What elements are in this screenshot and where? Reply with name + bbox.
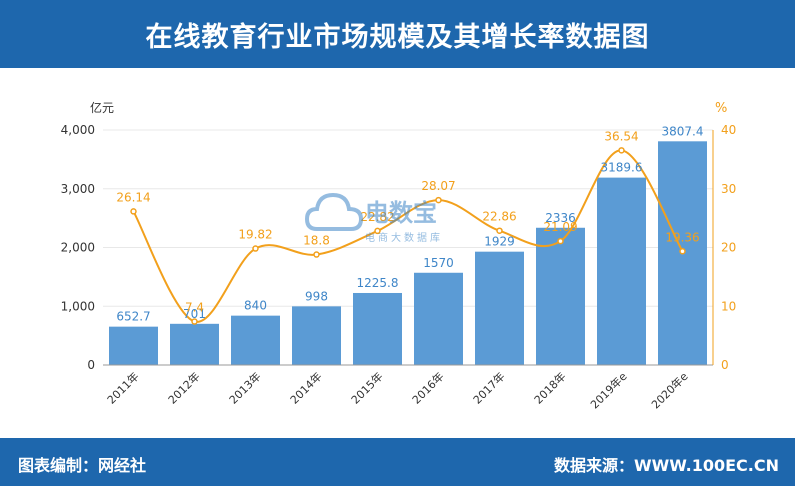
- footer-author: 图表编制：网经社: [18, 456, 147, 475]
- page-title: 在线教育行业市场规模及其增长率数据图: [145, 21, 650, 53]
- bar: [597, 177, 646, 365]
- growth-rate-line: [132, 149, 684, 323]
- line-value-label: 22.86: [482, 210, 516, 224]
- x-tick-label: 2018年: [531, 369, 568, 406]
- bar: [536, 227, 585, 365]
- y-right-tick-label: 10: [721, 299, 736, 313]
- watermark-brand: 电数宝: [365, 199, 437, 227]
- watermark-subtitle: 电商大数据库: [365, 233, 443, 244]
- bar-value-label: 3807.4: [662, 124, 704, 138]
- y-left-tick-label: 4,000: [61, 123, 95, 137]
- bar: [292, 306, 341, 365]
- x-tick-label: 2013年: [226, 369, 263, 406]
- y-left-tick-label: 0: [87, 358, 95, 372]
- line-point: [618, 147, 625, 154]
- line-point: [191, 318, 198, 325]
- line-value-label: 28.07: [421, 179, 455, 193]
- line-value-label: 26.14: [116, 190, 150, 204]
- footer-source: 数据来源：WWW.100EC.CN: [553, 456, 779, 475]
- bar: [414, 272, 463, 365]
- y-left-axis-label: 亿元: [90, 100, 114, 115]
- y-right-tick-label: 40: [721, 123, 736, 137]
- y-left-tick-label: 1,000: [61, 299, 95, 313]
- line-point: [130, 208, 137, 215]
- x-tick-label: 2015年: [348, 369, 385, 406]
- line-point: [496, 227, 503, 234]
- y-right-axis-label: %: [715, 101, 727, 116]
- line-value-label: 21.09: [543, 220, 577, 234]
- bar-value-label: 1570: [423, 256, 454, 270]
- line-value-label: 19.36: [665, 230, 699, 244]
- line-value-label: 36.54: [604, 129, 638, 143]
- header: 在线教育行业市场规模及其增长率数据图: [0, 0, 795, 68]
- footer: 图表编制：网经社 数据来源：WWW.100EC.CN: [0, 438, 795, 486]
- bar-value-label: 2336: [545, 211, 576, 225]
- x-tick-label: 2020年e: [648, 369, 690, 411]
- x-tick-label: 2019年e: [587, 369, 629, 411]
- x-tick-label: 2012年: [165, 369, 202, 406]
- bar: [353, 292, 402, 365]
- bar-value-label: 1225.8: [357, 276, 399, 290]
- line-value-label: 22.82: [360, 210, 394, 224]
- bar-value-label: 840: [244, 299, 267, 313]
- y-left-tick-label: 2,000: [61, 241, 95, 255]
- bar: [231, 315, 280, 365]
- chart-svg: 0 1,000 2,000 3,000 4,000 0 10 20 30 40 亿元 % 2011年 20…: [61, 100, 737, 411]
- x-tick-label: 2016年: [409, 369, 446, 406]
- line-point: [435, 196, 442, 204]
- y-left-tick-label: 3,000: [61, 182, 95, 196]
- y-right-tick-label: 0: [721, 358, 729, 372]
- line-point: [374, 227, 381, 235]
- bar-value-label: 652.7: [116, 310, 150, 324]
- y-right-tick-label: 30: [721, 182, 736, 196]
- bar: [170, 323, 219, 365]
- cloud-icon: [304, 192, 364, 231]
- line-value-label: 19.82: [238, 228, 272, 242]
- line-point: [679, 248, 686, 255]
- y-right-tick-label: 20: [721, 241, 736, 255]
- bar-value-label: 998: [305, 289, 328, 303]
- x-tick-label: 2011年: [104, 369, 141, 406]
- x-tick-label: 2017年: [470, 369, 507, 406]
- watermark: 电数宝 电商大数据库: [304, 183, 475, 263]
- bar: [109, 326, 158, 365]
- line-point: [313, 251, 320, 258]
- bar-value-label: 3189.6: [601, 161, 643, 175]
- line-point: [252, 245, 259, 252]
- line-point: [557, 237, 564, 245]
- bar-value-label: 701: [183, 307, 206, 321]
- chart-area: 0 1,000 2,000 3,000 4,000 0 10 20 30 40 亿元% 2011年 20…: [0, 68, 795, 438]
- x-tick-label: 2014年: [287, 369, 324, 406]
- bar-value-label: 1929: [484, 235, 515, 249]
- line-value-label: 18.8: [303, 234, 330, 248]
- bar: [475, 251, 524, 365]
- line-value-label: 7.4: [185, 301, 204, 315]
